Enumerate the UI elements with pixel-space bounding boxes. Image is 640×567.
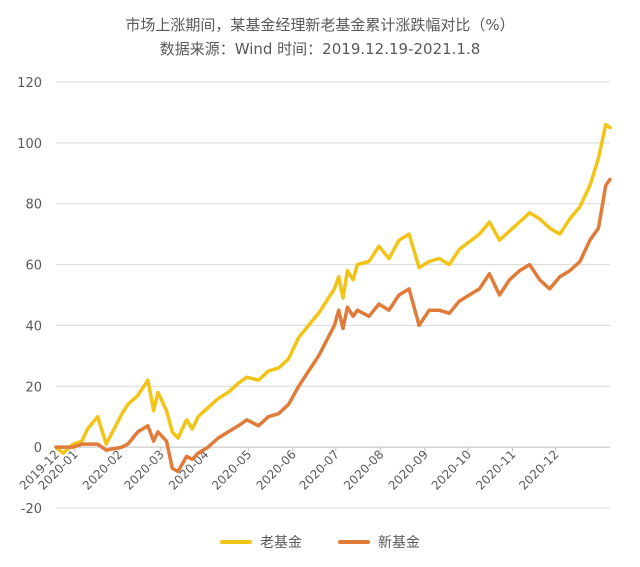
y-tick-label: 120 [17,76,42,91]
y-tick-label: 40 [25,319,42,334]
legend-swatch-old-fund [220,540,252,544]
x-tick-label: 2020-09 [386,447,431,492]
gridlines [56,81,610,509]
x-tick-label: 2020-11 [473,447,518,492]
x-tick-label: 2020-06 [254,447,299,492]
legend: 老基金 新基金 [0,532,640,552]
x-tick-label: 2020-08 [341,447,386,492]
x-tick-label: 2020-02 [80,447,125,492]
y-tick-label: 80 [25,198,42,213]
legend-label-new-fund: 新基金 [378,535,420,551]
series-line-new-fund [54,177,612,474]
y-tick-label: -20 [21,502,42,517]
y-tick-label: 0 [34,441,42,456]
y-axis-ticks: -20 0 20 40 60 80 100 120 [17,76,42,517]
x-tick-label: 2020-12 [516,447,561,492]
y-tick-label: 100 [17,137,42,152]
series-lines [54,122,612,474]
legend-label-old-fund: 老基金 [260,535,302,551]
y-tick-label: 60 [25,259,42,274]
x-tick-label: 2020-05 [209,447,254,492]
legend-swatch-new-fund [338,540,370,544]
x-tick-label: 2020-10 [429,447,474,492]
legend-item-old-fund: 老基金 [220,532,302,552]
x-tick-label: 2020-07 [297,447,342,492]
chart-subtitle: 数据来源：Wind 时间：2019.12.19-2021.1.8 [159,40,481,58]
x-tick-label: 2020-03 [122,447,167,492]
series-line-old-fund [54,122,612,455]
legend-item-new-fund: 新基金 [338,532,420,552]
y-tick-label: 20 [25,380,42,395]
chart-title: 市场上涨期间，某基金经理新老基金累计涨跌幅对比（%） [125,16,515,34]
